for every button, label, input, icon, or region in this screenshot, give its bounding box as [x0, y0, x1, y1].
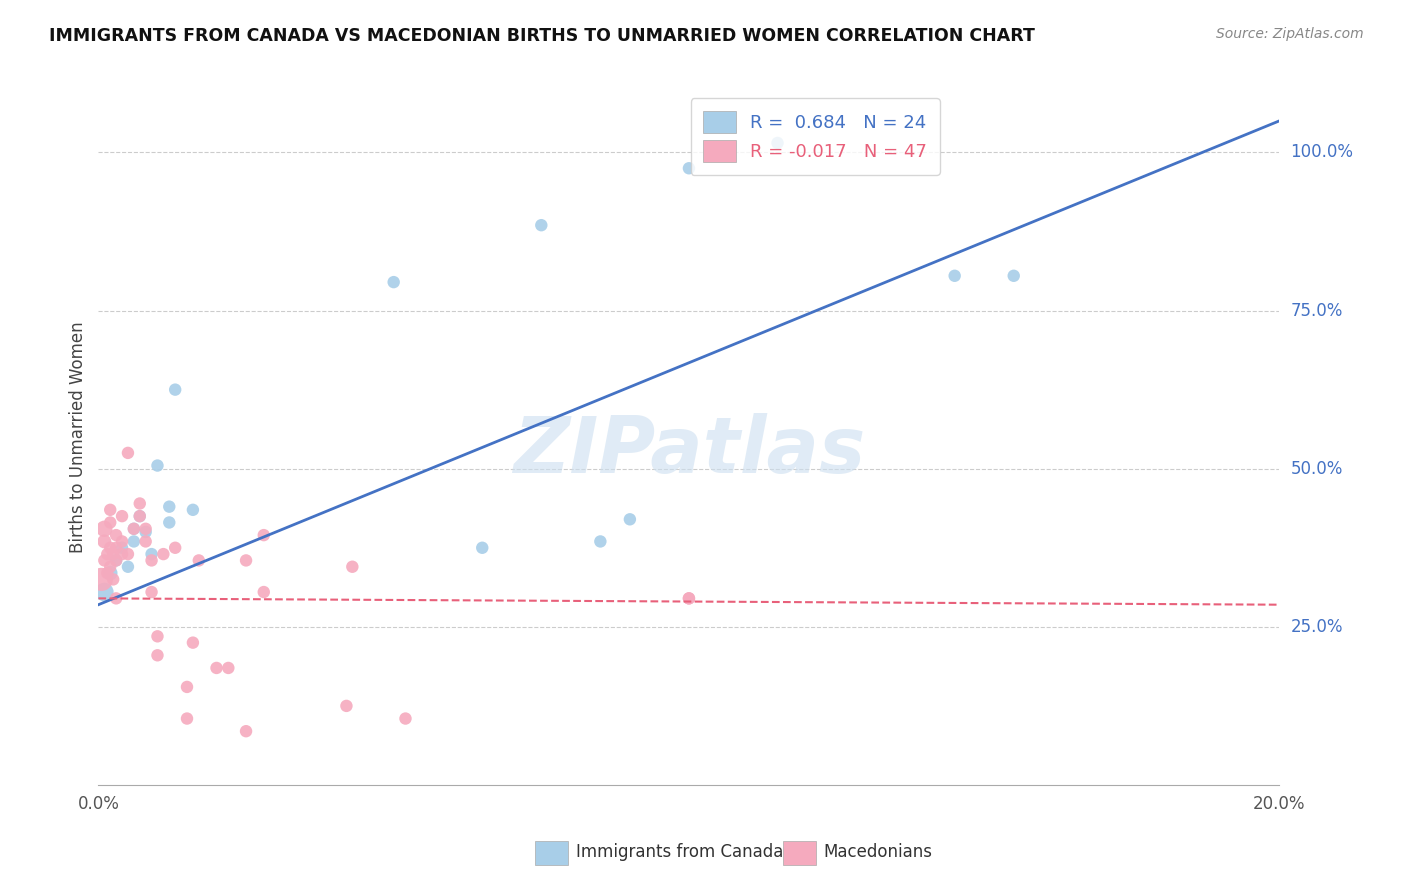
Point	[117, 446, 139, 460]
Point	[122, 522, 145, 536]
Point	[141, 547, 163, 561]
Point	[235, 724, 257, 739]
Point	[176, 712, 198, 726]
Point	[105, 591, 128, 606]
Point	[253, 528, 276, 542]
Point	[146, 458, 169, 473]
Point	[235, 553, 257, 567]
Point	[181, 503, 204, 517]
Point	[181, 635, 204, 649]
Bar	[536, 840, 568, 865]
Text: 25.0%: 25.0%	[1291, 618, 1343, 636]
Point	[394, 712, 416, 726]
Y-axis label: Births to Unmarried Women: Births to Unmarried Women	[69, 321, 87, 553]
Point	[122, 522, 145, 536]
Text: 75.0%: 75.0%	[1291, 301, 1343, 319]
Text: Source: ZipAtlas.com: Source: ZipAtlas.com	[1216, 27, 1364, 41]
Point	[141, 553, 163, 567]
Point	[678, 591, 700, 606]
Point	[135, 522, 157, 536]
Point	[135, 524, 157, 539]
Text: Immigrants from Canada: Immigrants from Canada	[575, 844, 783, 862]
Legend: R =  0.684   N = 24, R = -0.017   N = 47: R = 0.684 N = 24, R = -0.017 N = 47	[690, 98, 939, 175]
Bar	[783, 840, 817, 865]
Text: Macedonians: Macedonians	[824, 844, 932, 862]
Point	[128, 509, 150, 524]
Point	[205, 661, 228, 675]
Point	[98, 541, 121, 555]
Point	[103, 573, 125, 587]
Point	[105, 553, 128, 567]
Point	[471, 541, 494, 555]
Point	[103, 547, 125, 561]
Point	[146, 648, 169, 663]
Point	[98, 566, 121, 580]
Point	[157, 500, 180, 514]
Point	[96, 566, 118, 580]
Point	[678, 161, 700, 176]
Point	[111, 547, 134, 561]
Point	[93, 534, 115, 549]
Point	[128, 496, 150, 510]
Point	[96, 547, 118, 561]
Point	[117, 547, 139, 561]
Point	[98, 516, 121, 530]
Point	[342, 559, 364, 574]
Point	[122, 534, 145, 549]
Point	[93, 522, 115, 536]
Point	[98, 503, 121, 517]
Text: IMMIGRANTS FROM CANADA VS MACEDONIAN BIRTHS TO UNMARRIED WOMEN CORRELATION CHART: IMMIGRANTS FROM CANADA VS MACEDONIAN BIR…	[49, 27, 1035, 45]
Point	[141, 585, 163, 599]
Point	[135, 534, 157, 549]
Point	[619, 512, 641, 526]
Point	[157, 516, 180, 530]
Point	[176, 680, 198, 694]
Point	[128, 509, 150, 524]
Point	[187, 553, 209, 567]
Point	[98, 559, 121, 574]
Text: 100.0%: 100.0%	[1291, 144, 1354, 161]
Point	[335, 698, 357, 713]
Point	[943, 268, 966, 283]
Point	[253, 585, 276, 599]
Point	[90, 573, 112, 587]
Point	[146, 629, 169, 643]
Point	[678, 591, 700, 606]
Point	[93, 585, 115, 599]
Point	[1002, 268, 1025, 283]
Text: 50.0%: 50.0%	[1291, 459, 1343, 478]
Point	[111, 541, 134, 555]
Point	[530, 218, 553, 232]
Point	[105, 541, 128, 555]
Point	[111, 509, 134, 524]
Point	[766, 136, 789, 150]
Point	[589, 534, 612, 549]
Point	[152, 547, 174, 561]
Point	[105, 553, 128, 567]
Point	[105, 528, 128, 542]
Point	[217, 661, 239, 675]
Text: ZIPatlas: ZIPatlas	[513, 413, 865, 489]
Point	[111, 534, 134, 549]
Point	[117, 559, 139, 574]
Point	[165, 541, 187, 555]
Point	[93, 553, 115, 567]
Point	[165, 383, 187, 397]
Point	[382, 275, 405, 289]
